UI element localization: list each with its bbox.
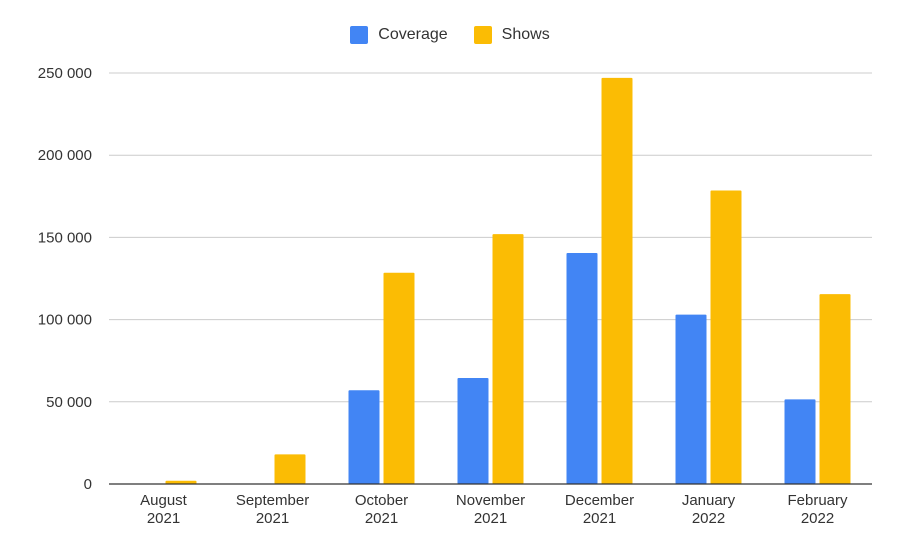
legend-item-coverage[interactable]: Coverage — [350, 26, 448, 44]
x-tick-label-year: 2021 — [583, 510, 616, 527]
bar-shows — [274, 454, 306, 484]
bar-shows — [165, 480, 197, 484]
y-tick-label: 100 000 — [38, 312, 92, 329]
legend-label-shows: Shows — [501, 26, 550, 43]
y-tick-label: 0 — [84, 476, 92, 493]
y-tick-label: 50 000 — [46, 394, 92, 411]
x-tick-label: September — [236, 492, 309, 509]
x-tick-label: August — [140, 492, 188, 509]
y-tick-label: 250 000 — [38, 65, 92, 82]
x-tick-label-year: 2021 — [147, 510, 180, 527]
bar-coverage — [566, 253, 598, 484]
bar-shows — [492, 234, 524, 484]
bar-shows — [601, 77, 633, 484]
x-tick-label: February — [787, 492, 848, 509]
x-tick-label: November — [456, 492, 525, 509]
chart-legend: Coverage Shows — [0, 26, 900, 44]
bar-shows — [710, 190, 742, 484]
y-tick-label: 200 000 — [38, 147, 92, 164]
bar-coverage — [457, 377, 489, 484]
legend-item-shows[interactable]: Shows — [473, 26, 550, 44]
x-tick-label-year: 2022 — [801, 510, 834, 527]
x-tick-label: December — [565, 492, 634, 509]
bar-coverage — [675, 314, 707, 484]
bar-coverage — [348, 390, 380, 484]
x-tick-label-year: 2021 — [474, 510, 507, 527]
legend-swatch-coverage — [350, 26, 369, 44]
bar-shows — [819, 294, 851, 484]
bar-coverage — [784, 399, 816, 484]
y-tick-label: 150 000 — [38, 229, 92, 246]
bar-shows — [383, 272, 415, 484]
x-tick-label: October — [355, 492, 408, 509]
x-tick-label-year: 2022 — [692, 510, 725, 527]
legend-label-coverage: Coverage — [378, 26, 448, 43]
x-tick-label-year: 2021 — [365, 510, 398, 527]
x-tick-label-year: 2021 — [256, 510, 289, 527]
x-tick-label: January — [682, 492, 736, 509]
legend-swatch-shows — [473, 26, 492, 44]
